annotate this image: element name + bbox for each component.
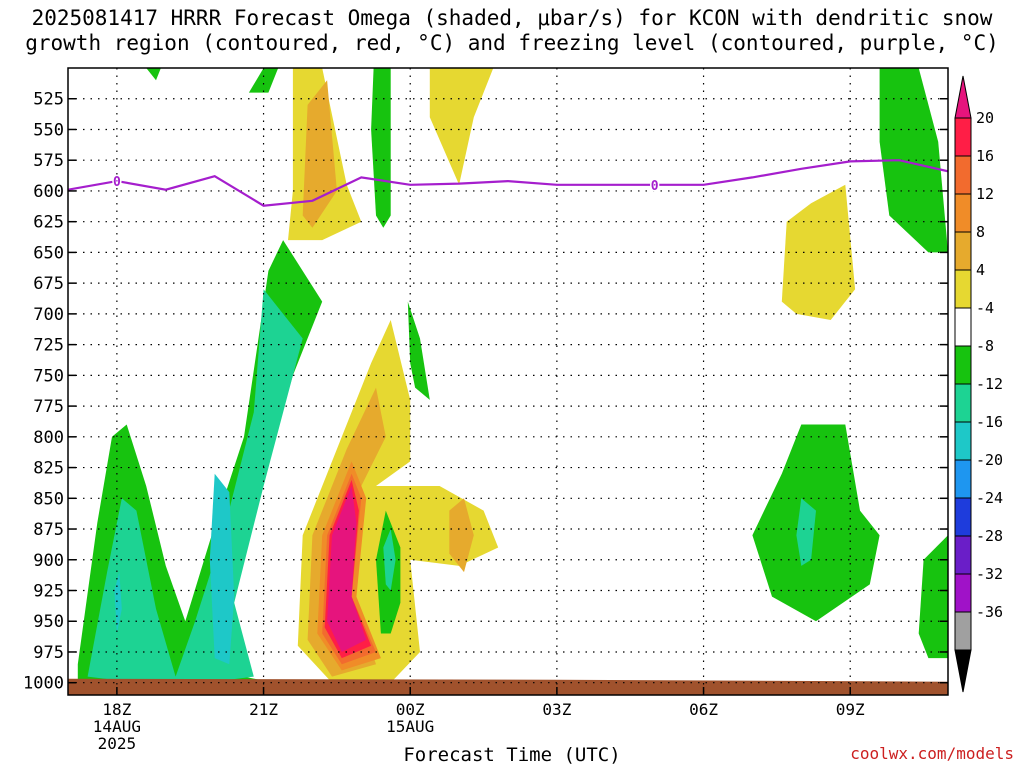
y-tick-label: 625: [33, 213, 64, 233]
plot-frame: [67, 67, 949, 696]
x-tick-label: 09Z: [836, 700, 865, 719]
y-tick-label: 950: [33, 612, 64, 632]
x-tick-label: 00Z: [396, 700, 425, 719]
colorbar-swatch: [954, 193, 972, 233]
x-tick-label: 15AUG: [386, 717, 434, 736]
colorbar-swatch: [954, 307, 972, 347]
omega-region: [407, 301, 430, 400]
omega-region: [209, 473, 235, 665]
omega-region: [248, 68, 279, 93]
y-tick-label: 975: [33, 643, 64, 663]
y-tick-label: 600: [33, 182, 64, 202]
omega-region: [879, 68, 948, 253]
x-tick-label: 21Z: [249, 700, 278, 719]
colorbar-swatch: [954, 231, 972, 271]
colorbar-swatch: [954, 155, 972, 195]
y-tick-label: 675: [33, 274, 64, 294]
omega-region: [796, 498, 816, 566]
colorbar-label: -4: [976, 299, 994, 317]
y-tick-label: 700: [33, 305, 64, 325]
y-tick-label: 900: [33, 551, 64, 571]
chart-title: 2025081417 HRRR Forecast Omega (shaded, …: [0, 6, 1024, 56]
colorbar-label: -32: [976, 565, 1003, 583]
colorbar-swatch: [954, 345, 972, 385]
colorbar-bottom-arrow: [954, 649, 972, 693]
colorbar-label: 8: [976, 223, 985, 241]
colorbar-label: -8: [976, 337, 994, 355]
colorbar-label: 20: [976, 109, 994, 127]
colorbar-swatch: [954, 573, 972, 613]
y-tick-label: 775: [33, 397, 64, 417]
colorbar-top-arrow: [954, 75, 972, 119]
y-tick-label: 850: [33, 489, 64, 509]
colorbar-label: -12: [976, 375, 1003, 393]
y-tick-label: 825: [33, 459, 64, 479]
y-tick-label: 800: [33, 428, 64, 448]
colorbar-swatch: [954, 459, 972, 499]
omega-region: [302, 80, 337, 228]
omega-region: [383, 529, 396, 591]
colorbar-label: 4: [976, 261, 985, 279]
colorbar-label: -28: [976, 527, 1003, 545]
freezing-level-label: 0: [113, 175, 121, 190]
omega-region: [114, 572, 122, 634]
colorbar-label: -20: [976, 451, 1003, 469]
y-tick-label: 575: [33, 151, 64, 171]
x-tick-label: 14AUG: [93, 717, 141, 736]
x-tick-label: 2025: [98, 734, 137, 753]
colorbar-swatch: [954, 421, 972, 461]
x-tick-label: 18Z: [102, 700, 131, 719]
colorbar-swatch: [954, 611, 972, 651]
colorbar-label: -36: [976, 603, 1003, 621]
omega-region: [429, 68, 494, 185]
y-tick-label: 875: [33, 520, 64, 540]
y-tick-label: 650: [33, 243, 64, 263]
x-tick-label: 03Z: [542, 700, 571, 719]
omega-region: [327, 486, 367, 652]
y-tick-label: 1000: [23, 674, 64, 694]
y-tick-label: 725: [33, 336, 64, 356]
colorbar-swatch: [954, 535, 972, 575]
y-tick-label: 525: [33, 90, 64, 110]
omega-region: [449, 498, 474, 573]
y-tick-label: 925: [33, 582, 64, 602]
y-tick-label: 750: [33, 366, 64, 386]
surface-ground: [68, 678, 948, 695]
freezing-level-label: 0: [651, 179, 659, 194]
colorbar-swatch: [954, 269, 972, 309]
credit-text[interactable]: coolwx.com/models: [850, 744, 1014, 763]
freezing-level-line: [68, 159, 948, 207]
colorbar-label: 16: [976, 147, 994, 165]
omega-region: [918, 535, 948, 659]
colorbar-swatch: [954, 497, 972, 537]
omega-region: [371, 68, 391, 228]
omega-region: [752, 424, 880, 622]
x-tick-label: 06Z: [689, 700, 718, 719]
chart-title-line2: growth region (contoured, red, °C) and f…: [25, 31, 999, 55]
colorbar-swatch: [954, 383, 972, 423]
y-tick-label: 550: [33, 120, 64, 140]
colorbar-label: -16: [976, 413, 1003, 431]
colorbar-label: 12: [976, 185, 994, 203]
colorbar-label: -24: [976, 489, 1003, 507]
colorbar-swatch: [954, 117, 972, 157]
omega-region: [87, 289, 303, 683]
x-axis-label: Forecast Time (UTC): [403, 744, 621, 766]
chart-title-line1: 2025081417 HRRR Forecast Omega (shaded, …: [31, 6, 993, 30]
omega-region: [146, 68, 161, 81]
